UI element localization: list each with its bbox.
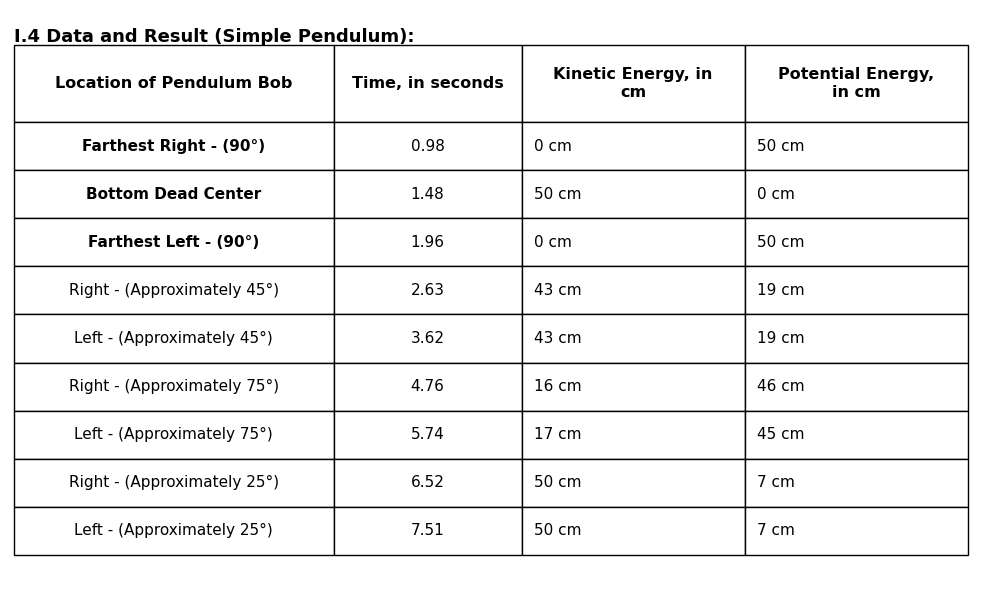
Text: Bottom Dead Center: Bottom Dead Center [86,187,261,201]
Bar [334,170,521,218]
Text: Kinetic Energy, in
cm: Kinetic Energy, in cm [554,67,713,100]
Text: 50 cm: 50 cm [533,187,581,201]
Bar [334,266,521,315]
Bar [744,122,968,170]
Bar [744,507,968,555]
Bar [334,507,521,555]
Text: 6.52: 6.52 [410,475,445,490]
Text: 4.76: 4.76 [410,379,445,394]
Text: 0.98: 0.98 [410,138,445,154]
Text: Left - (Approximately 75°): Left - (Approximately 75°) [75,427,273,442]
Text: 50 cm: 50 cm [757,138,804,154]
Bar [521,315,744,363]
Bar [521,459,744,507]
Text: 3.62: 3.62 [410,331,445,346]
Text: 0 cm: 0 cm [533,138,572,154]
Text: Farthest Left - (90°): Farthest Left - (90°) [88,235,259,250]
Bar [744,45,968,122]
Text: 2.63: 2.63 [410,283,445,298]
Text: Left - (Approximately 45°): Left - (Approximately 45°) [75,331,273,346]
Bar [744,218,968,266]
Text: 43 cm: 43 cm [533,283,581,298]
Text: 16 cm: 16 cm [533,379,581,394]
Bar [521,411,744,459]
Text: 5.74: 5.74 [410,427,445,442]
Text: 1.96: 1.96 [410,235,445,250]
Bar [744,266,968,315]
Text: 1.48: 1.48 [410,187,445,201]
Bar [334,363,521,411]
Bar [334,45,521,122]
Bar [744,459,968,507]
Text: 50 cm: 50 cm [533,475,581,490]
Bar [14,315,334,363]
Text: 17 cm: 17 cm [533,427,581,442]
Text: 43 cm: 43 cm [533,331,581,346]
Text: Location of Pendulum Bob: Location of Pendulum Bob [55,76,293,91]
Text: 46 cm: 46 cm [757,379,804,394]
Text: 19 cm: 19 cm [757,283,804,298]
Text: Time, in seconds: Time, in seconds [352,76,504,91]
Bar [334,122,521,170]
Text: 7 cm: 7 cm [757,475,794,490]
Bar [14,266,334,315]
Bar [521,170,744,218]
Text: Farthest Right - (90°): Farthest Right - (90°) [82,138,265,154]
Bar [14,507,334,555]
Bar [14,411,334,459]
Bar [14,363,334,411]
Text: Left - (Approximately 25°): Left - (Approximately 25°) [75,524,273,538]
Bar [334,411,521,459]
Text: 45 cm: 45 cm [757,427,804,442]
Bar [744,170,968,218]
Bar [521,45,744,122]
Bar [744,411,968,459]
Bar [521,122,744,170]
Bar [521,363,744,411]
Text: I.4 Data and Result (Simple Pendulum):: I.4 Data and Result (Simple Pendulum): [14,28,414,46]
Bar [744,363,968,411]
Text: 0 cm: 0 cm [533,235,572,250]
Bar [744,315,968,363]
Bar [14,122,334,170]
Bar [521,507,744,555]
Text: Right - (Approximately 75°): Right - (Approximately 75°) [69,379,279,394]
Bar [334,459,521,507]
Text: Right - (Approximately 25°): Right - (Approximately 25°) [69,475,279,490]
Bar [14,45,334,122]
Text: 7 cm: 7 cm [757,524,794,538]
Text: 19 cm: 19 cm [757,331,804,346]
Bar [14,218,334,266]
Text: 7.51: 7.51 [410,524,445,538]
Bar [334,218,521,266]
Bar [14,459,334,507]
Text: Right - (Approximately 45°): Right - (Approximately 45°) [69,283,279,298]
Text: 50 cm: 50 cm [757,235,804,250]
Text: 50 cm: 50 cm [533,524,581,538]
Bar [14,170,334,218]
Text: 0 cm: 0 cm [757,187,794,201]
Text: Potential Energy,
in cm: Potential Energy, in cm [779,67,935,100]
Bar [521,218,744,266]
Bar [334,315,521,363]
Bar [521,266,744,315]
